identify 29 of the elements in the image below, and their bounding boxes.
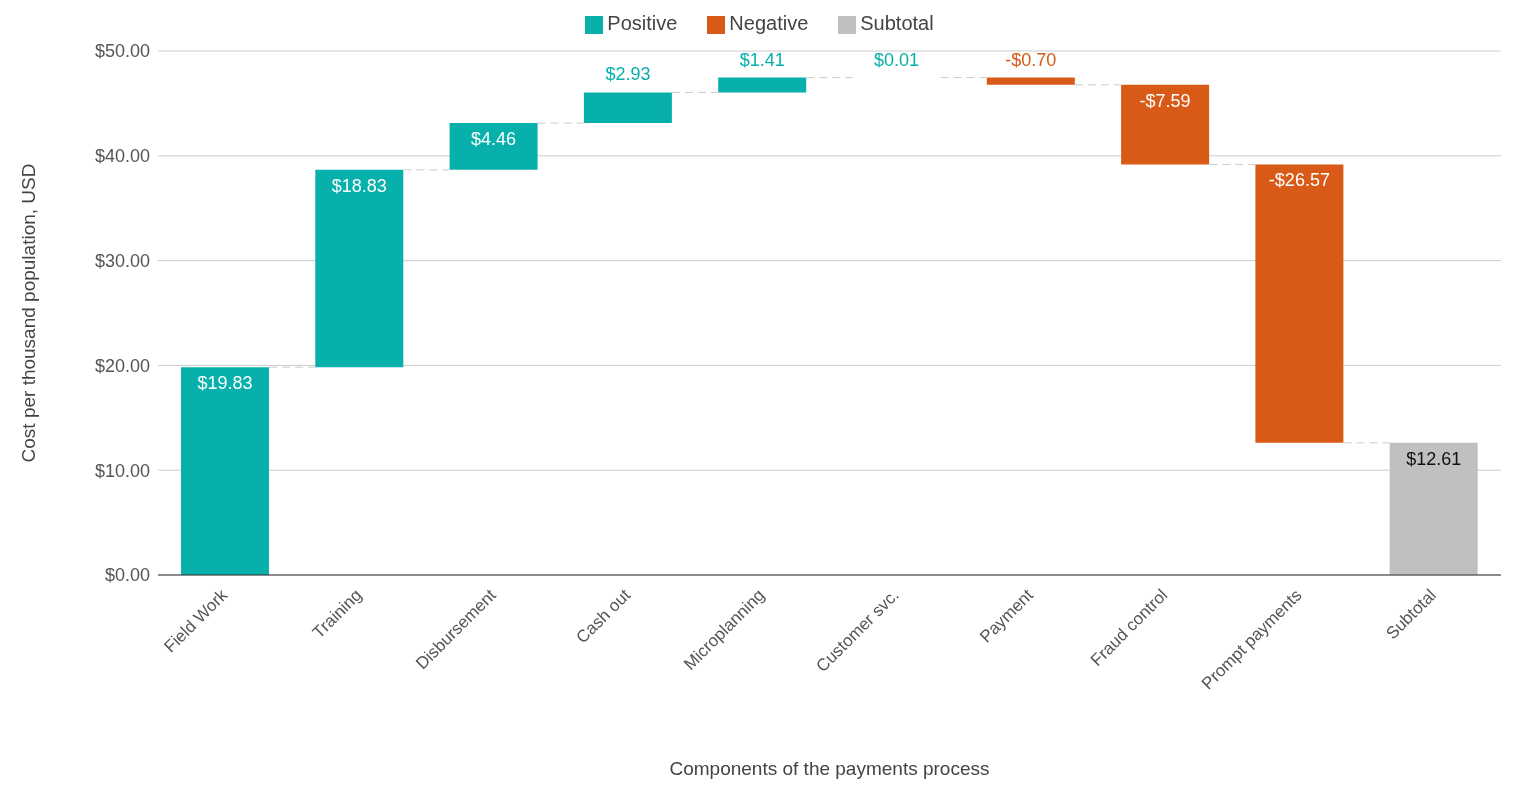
bar (718, 77, 807, 93)
bar (449, 123, 538, 170)
bar (986, 77, 1075, 85)
data-label: $2.93 (605, 64, 651, 85)
y-axis-title: Cost per thousand population, USD (17, 163, 39, 463)
data-label: $1.41 (739, 49, 785, 70)
data-label: $4.46 (471, 129, 517, 150)
y-tick-label: $40.00 (94, 146, 150, 167)
y-tick-label: $20.00 (94, 355, 150, 376)
bar (1255, 164, 1344, 443)
legend-label: Subtotal (860, 12, 934, 34)
data-label: -$0.70 (1005, 49, 1057, 70)
bar (1121, 84, 1210, 165)
bar (315, 169, 404, 368)
y-tick-label: $50.00 (94, 41, 150, 62)
y-tick-label: $30.00 (94, 250, 150, 271)
x-axis-title: Components of the payments process (669, 758, 990, 779)
data-label: $0.01 (873, 49, 920, 70)
data-label: -$26.57 (1268, 170, 1330, 191)
data-label: $18.83 (331, 175, 387, 196)
legend-label: Positive (607, 12, 678, 34)
legend-label: Negative (729, 12, 809, 34)
data-label: $19.83 (197, 373, 253, 394)
y-tick-label: $0.00 (104, 565, 150, 586)
data-label: $12.61 (1406, 448, 1462, 469)
y-tick-label: $10.00 (94, 460, 150, 481)
bar (181, 367, 269, 575)
data-label: -$7.59 (1139, 90, 1191, 111)
bar (583, 92, 672, 124)
